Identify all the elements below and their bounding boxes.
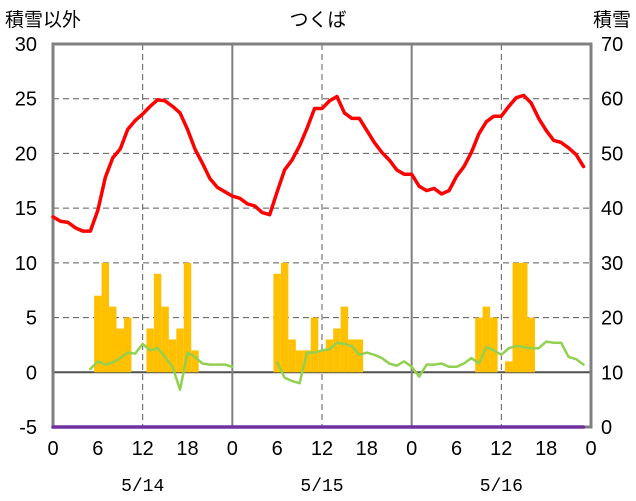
bar: [310, 317, 319, 373]
bar: [273, 273, 281, 373]
bar: [505, 361, 513, 373]
y2-tick-label: 60: [601, 89, 623, 111]
date-labels: 5/14 5/15 5/16: [121, 477, 523, 497]
bar: [168, 339, 177, 373]
bar: [176, 328, 184, 373]
bar: [101, 262, 110, 373]
x-tick-label: 12: [311, 438, 333, 460]
y-tick-label: 25: [15, 89, 37, 111]
bar: [348, 339, 356, 373]
left-axis-title: 積雪以外: [5, 9, 81, 31]
x-tick-label: 0: [585, 438, 596, 460]
bar: [161, 306, 169, 373]
x-tick-label: 0: [406, 438, 417, 460]
bar: [333, 328, 341, 373]
y2-tick-label: 30: [601, 253, 623, 275]
bar: [191, 350, 199, 373]
bar: [116, 328, 124, 373]
bar: [295, 350, 304, 373]
bar: [123, 317, 132, 373]
x-tick-label: 12: [132, 438, 154, 460]
bar: [183, 262, 192, 373]
y2-tick-label: 0: [601, 417, 612, 439]
y-tick-label: 0: [26, 362, 37, 384]
bar: [109, 306, 117, 373]
bar: [340, 306, 349, 373]
series-line-2: [51, 93, 586, 233]
date-label: 5/14: [121, 477, 164, 497]
x-tick-label: 12: [490, 438, 512, 460]
x-tick-label: 6: [92, 438, 103, 460]
bar: [490, 317, 498, 373]
y-tick-label: 15: [15, 198, 37, 220]
y2-tick-label: 70: [601, 34, 623, 56]
bar: [280, 262, 289, 373]
x-tick-label: 0: [47, 438, 58, 460]
y2-tick-label: 20: [601, 308, 623, 330]
y-tick-label: 10: [15, 253, 37, 275]
date-label: 5/15: [300, 477, 343, 497]
y-tick-label: 30: [15, 34, 37, 56]
y2-tick-label: 50: [601, 143, 623, 165]
bar: [153, 273, 162, 373]
bar: [318, 350, 326, 373]
x-tick-label: 18: [356, 438, 378, 460]
right-axis-title: 積雪: [593, 9, 631, 31]
bar: [482, 306, 491, 373]
right-axis-ticks: 70 60 50 40 30 20 10 0: [601, 34, 623, 439]
bar: [527, 317, 535, 373]
date-label: 5/16: [480, 477, 523, 497]
x-axis-ticks: 0 6 12 18 0 6 12 18 0 6 12 18 0: [47, 438, 596, 460]
x-tick-label: 6: [272, 438, 283, 460]
bar: [303, 350, 311, 373]
line-series: [51, 93, 586, 429]
y2-tick-label: 40: [601, 198, 623, 220]
bar: [475, 317, 483, 373]
y-tick-label: -5: [19, 417, 37, 439]
x-tick-label: 18: [176, 438, 198, 460]
bar: [94, 295, 102, 373]
bar: [512, 262, 521, 373]
x-tick-label: 6: [451, 438, 462, 460]
x-tick-label: 0: [227, 438, 238, 460]
bar: [520, 262, 528, 373]
bar: [325, 339, 334, 373]
y-tick-label: 5: [26, 308, 37, 330]
left-axis-ticks: 30 25 20 15 10 5 0 -5: [15, 34, 37, 439]
chart-title: つくば: [289, 9, 346, 31]
x-tick-label: 18: [535, 438, 557, 460]
bar: [288, 339, 296, 373]
y-tick-label: 20: [15, 143, 37, 165]
series-line-1: [89, 340, 585, 392]
y2-tick-label: 10: [601, 362, 623, 384]
